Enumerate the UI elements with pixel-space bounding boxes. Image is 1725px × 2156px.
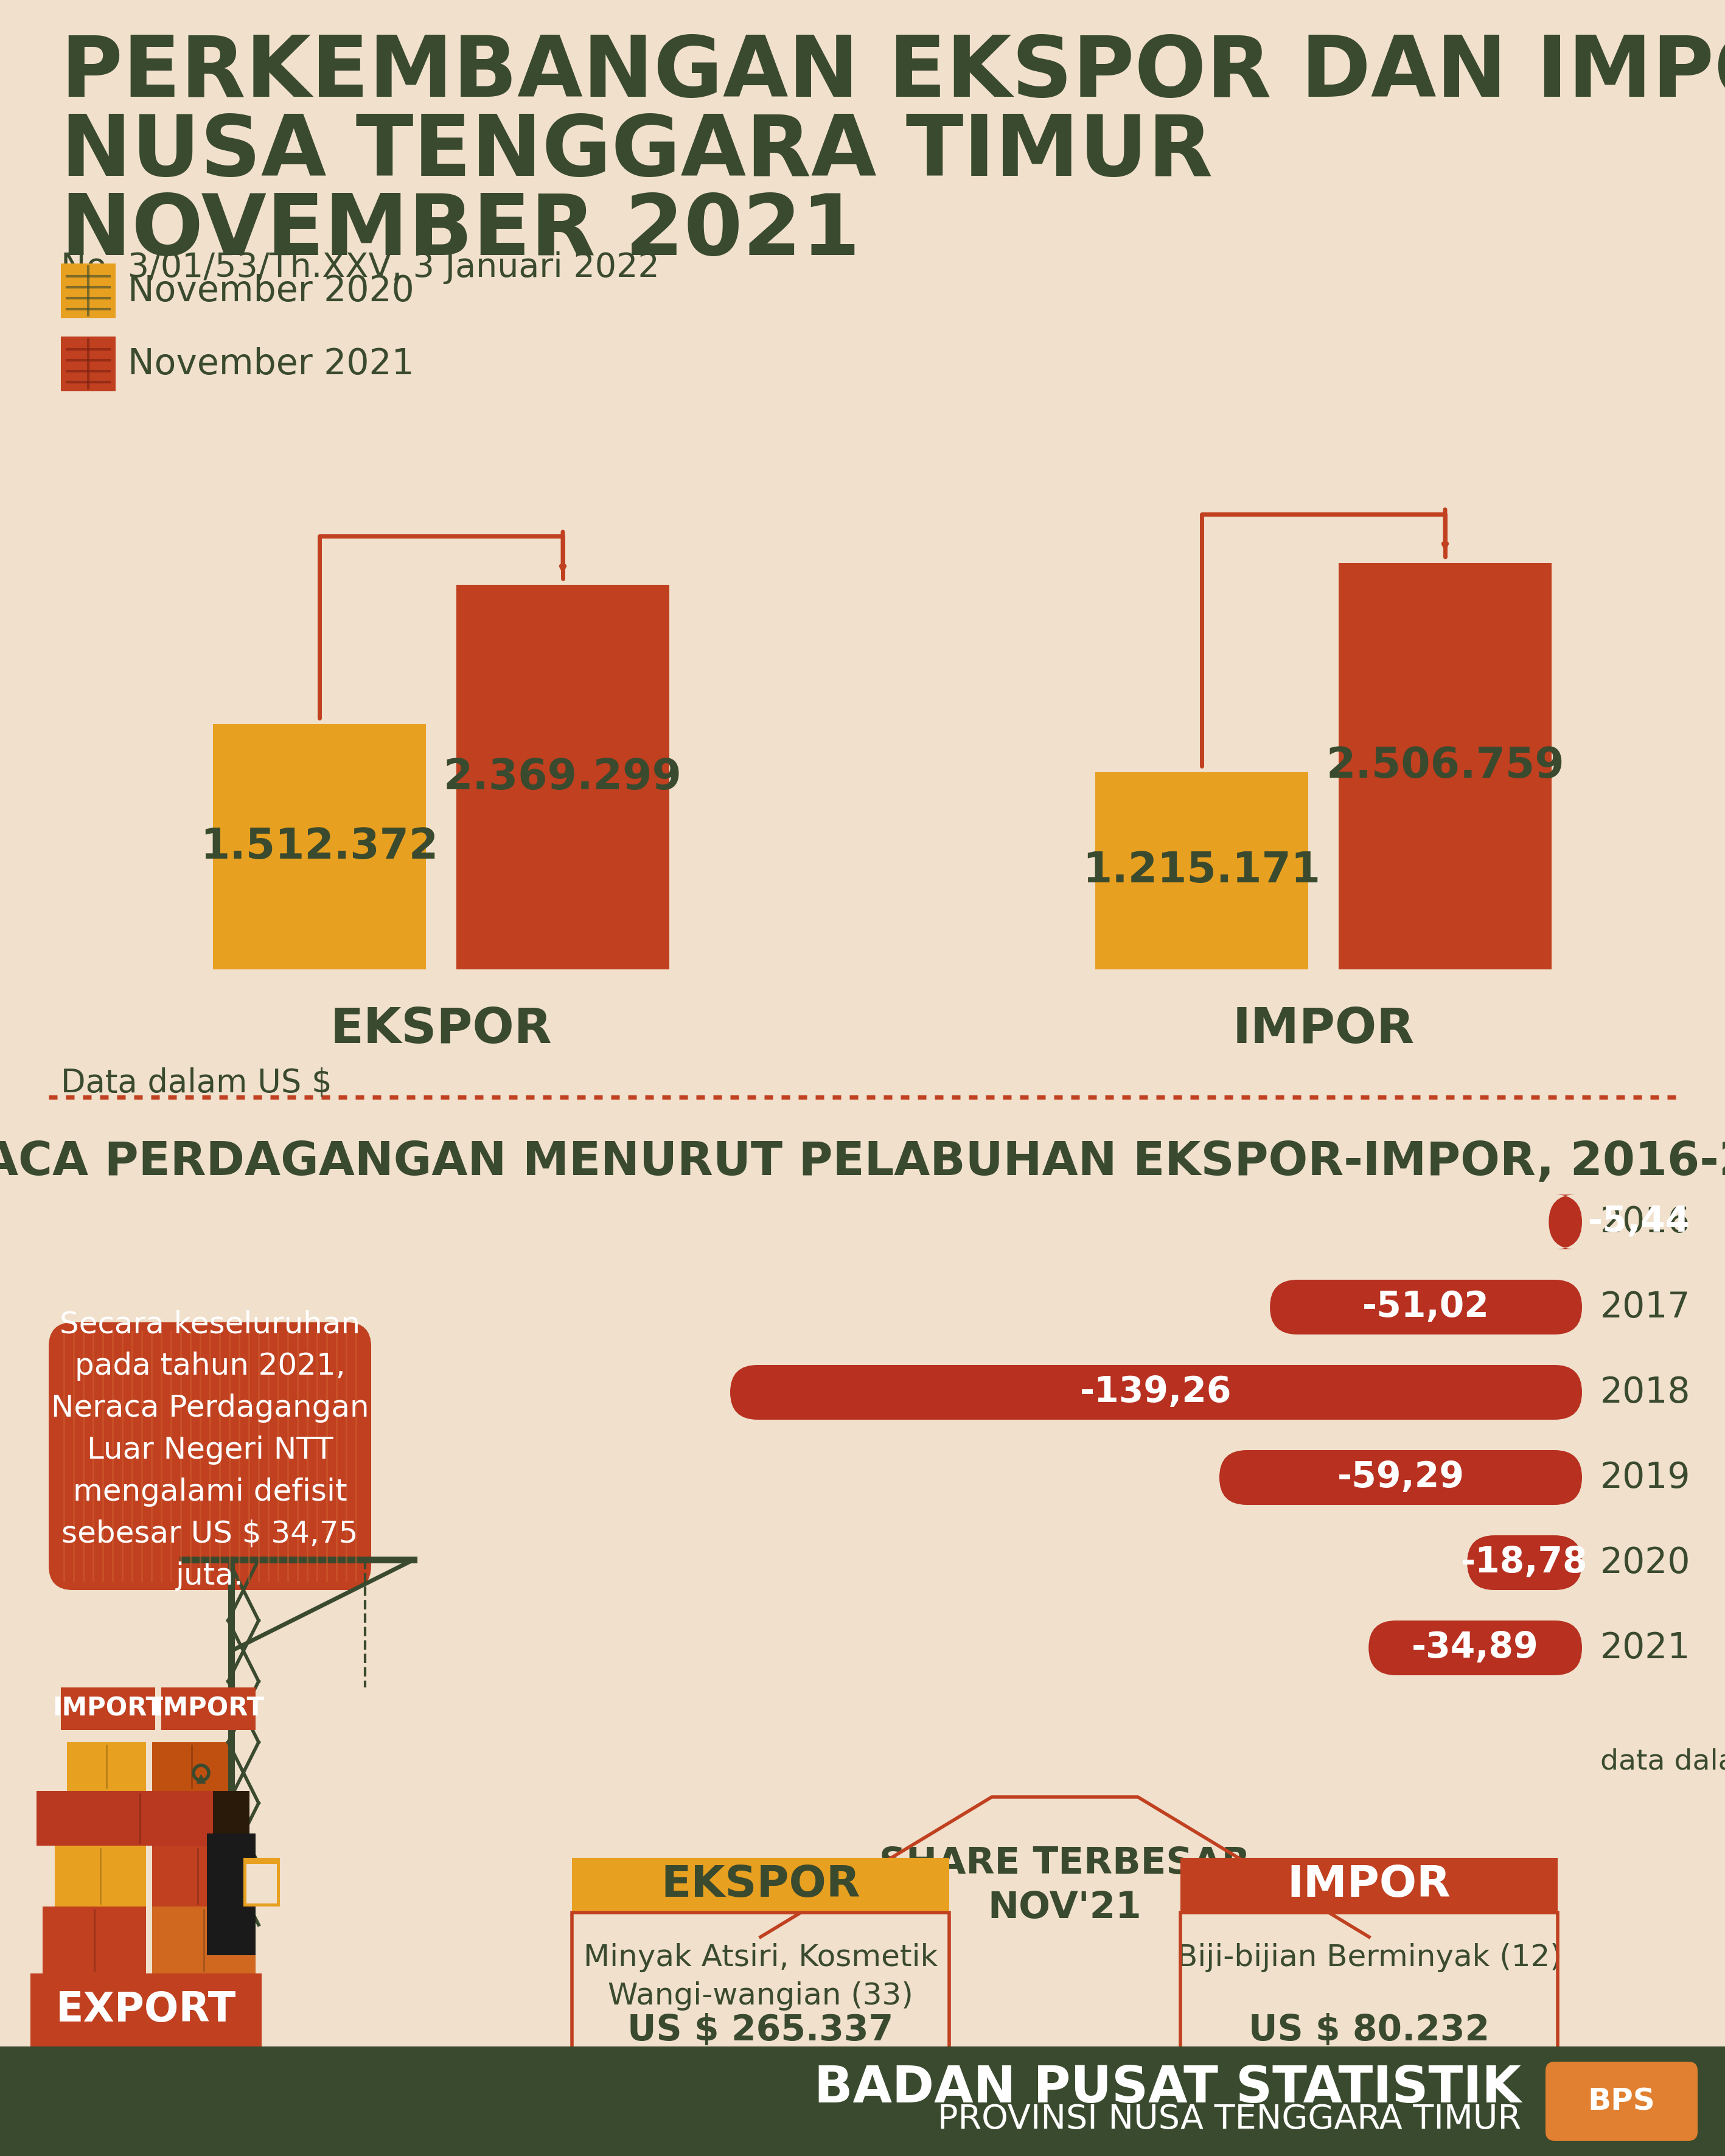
- Bar: [573, 1858, 949, 1912]
- Bar: [152, 1846, 243, 1906]
- Text: -59,29: -59,29: [1337, 1460, 1465, 1494]
- FancyBboxPatch shape: [730, 1365, 1582, 1419]
- Text: 2021: 2021: [1601, 1630, 1690, 1664]
- Text: Minyak Atsiri, Kosmetik
Wangi-wangian (33): Minyak Atsiri, Kosmetik Wangi-wangian (3…: [583, 1943, 938, 2012]
- Text: November 2021: November 2021: [128, 347, 414, 382]
- Text: Data dalam US $: Data dalam US $: [60, 1067, 331, 1097]
- Text: data dalam Juta US$: data dalam Juta US$: [1601, 1749, 1725, 1777]
- Text: 2.369.299: 2.369.299: [443, 757, 681, 798]
- Bar: [36, 1792, 243, 1846]
- FancyBboxPatch shape: [1468, 1535, 1582, 1591]
- Text: IMPORT: IMPORT: [52, 1697, 164, 1720]
- Text: 2016: 2016: [1601, 1205, 1690, 1240]
- Text: -51,02: -51,02: [1363, 1289, 1489, 1324]
- Text: BADAN PUSAT STATISTIK: BADAN PUSAT STATISTIK: [814, 2063, 1521, 2113]
- Text: IMPOR: IMPOR: [1232, 1007, 1414, 1054]
- Bar: [60, 1688, 155, 1729]
- Text: EKSPOR: EKSPOR: [661, 1865, 861, 1906]
- Text: 2019: 2019: [1601, 1460, 1690, 1494]
- Bar: [152, 1742, 231, 1792]
- Text: EXPORT: EXPORT: [55, 1990, 236, 2031]
- Bar: [247, 1865, 276, 1904]
- Bar: [1095, 772, 1308, 970]
- Bar: [243, 1858, 279, 1906]
- Bar: [160, 1688, 255, 1729]
- Bar: [31, 1973, 262, 2046]
- FancyBboxPatch shape: [1549, 1194, 1582, 1248]
- Bar: [152, 1906, 255, 1973]
- Text: US $ 80.232: US $ 80.232: [1249, 2014, 1490, 2048]
- Bar: [55, 1846, 147, 1906]
- Text: November 2020: November 2020: [128, 274, 414, 308]
- Text: PROVINSI NUSA TENGGARA TIMUR: PROVINSI NUSA TENGGARA TIMUR: [938, 2102, 1521, 2137]
- Text: -18,78: -18,78: [1461, 1546, 1589, 1580]
- FancyBboxPatch shape: [1220, 1451, 1582, 1505]
- Text: IMPORT: IMPORT: [154, 1697, 264, 1720]
- FancyBboxPatch shape: [48, 1322, 371, 1591]
- Text: Negara Tujuan Ekspor: Negara Tujuan Ekspor: [612, 2081, 907, 2106]
- Text: US $ 265.337: US $ 265.337: [628, 2014, 894, 2048]
- Text: PERKEMBANGAN EKSPOR DAN IMPOR: PERKEMBANGAN EKSPOR DAN IMPOR: [60, 32, 1725, 114]
- Text: 2020: 2020: [1601, 1546, 1690, 1580]
- FancyBboxPatch shape: [1270, 1281, 1582, 1335]
- Text: 1.512.372: 1.512.372: [200, 826, 438, 867]
- Text: Negara Asal Impor: Negara Asal Impor: [1244, 2081, 1496, 2106]
- Bar: [457, 584, 669, 970]
- Text: NERACA PERDAGANGAN MENURUT PELABUHAN EKSPOR-IMPOR, 2016-2021: NERACA PERDAGANGAN MENURUT PELABUHAN EKS…: [0, 1141, 1725, 1186]
- Bar: [60, 336, 116, 390]
- FancyBboxPatch shape: [1368, 1621, 1582, 1675]
- Text: 2.506.759: 2.506.759: [1327, 746, 1565, 787]
- Text: No. 3/01/53/Th.XXV, 3 Januari 2022: No. 3/01/53/Th.XXV, 3 Januari 2022: [60, 252, 659, 285]
- Text: SINGAPURA (95,71%): SINGAPURA (95,71%): [1195, 2113, 1542, 2141]
- Text: BPS: BPS: [1589, 2087, 1656, 2115]
- Text: Secara keseluruhan
pada tahun 2021,
Neraca Perdagangan
Luar Negeri NTT
mengalami: Secara keseluruhan pada tahun 2021, Nera…: [52, 1309, 369, 1591]
- Bar: [0, 2046, 1725, 2156]
- Text: TIMOR LESTE (100%): TIMOR LESTE (100%): [592, 2113, 930, 2141]
- Bar: [207, 1833, 255, 1955]
- FancyBboxPatch shape: [1546, 2061, 1697, 2141]
- Text: -34,89: -34,89: [1411, 1630, 1539, 1664]
- Bar: [43, 1906, 147, 1973]
- Text: SHARE TERBESAR
NOV'21: SHARE TERBESAR NOV'21: [880, 1846, 1251, 1925]
- Bar: [67, 1742, 147, 1792]
- Bar: [1180, 1912, 1558, 2139]
- Text: 2018: 2018: [1601, 1376, 1690, 1410]
- Text: IMPOR: IMPOR: [1287, 1865, 1451, 1906]
- Text: -139,26: -139,26: [1080, 1376, 1232, 1410]
- Text: Biji-bijian Berminyak (12): Biji-bijian Berminyak (12): [1176, 1943, 1561, 1973]
- Text: EKSPOR: EKSPOR: [329, 1007, 552, 1054]
- Text: (95,71%): (95,71%): [1295, 2059, 1442, 2091]
- Text: -5,44: -5,44: [1589, 1205, 1691, 1240]
- Text: NUSA TENGGARA TIMUR: NUSA TENGGARA TIMUR: [60, 112, 1213, 194]
- Text: 1.215.171: 1.215.171: [1083, 849, 1321, 890]
- Bar: [60, 263, 116, 319]
- Text: NOVEMBER 2021: NOVEMBER 2021: [60, 190, 861, 272]
- Text: 2017: 2017: [1601, 1289, 1690, 1324]
- Bar: [573, 1912, 949, 2139]
- Bar: [212, 1792, 250, 1833]
- Bar: [1339, 563, 1551, 970]
- Bar: [1180, 1858, 1558, 1912]
- Bar: [212, 724, 426, 970]
- Text: (11,20%): (11,20%): [687, 2059, 835, 2091]
